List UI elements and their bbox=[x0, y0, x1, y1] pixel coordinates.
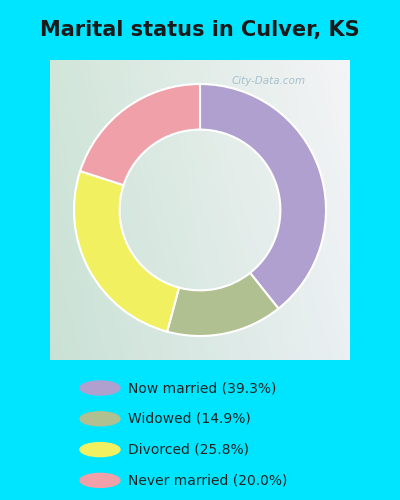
Text: Divorced (25.8%): Divorced (25.8%) bbox=[128, 442, 249, 456]
Circle shape bbox=[80, 412, 120, 426]
Wedge shape bbox=[74, 171, 179, 332]
Circle shape bbox=[80, 474, 120, 488]
Text: Now married (39.3%): Now married (39.3%) bbox=[128, 381, 276, 395]
Text: Never married (20.0%): Never married (20.0%) bbox=[128, 474, 287, 488]
Circle shape bbox=[80, 381, 120, 395]
Text: City-Data.com: City-Data.com bbox=[232, 76, 306, 86]
Wedge shape bbox=[167, 273, 278, 336]
Wedge shape bbox=[80, 84, 200, 185]
Text: Marital status in Culver, KS: Marital status in Culver, KS bbox=[40, 20, 360, 40]
Circle shape bbox=[80, 442, 120, 456]
Text: Widowed (14.9%): Widowed (14.9%) bbox=[128, 412, 251, 426]
Wedge shape bbox=[200, 84, 326, 308]
